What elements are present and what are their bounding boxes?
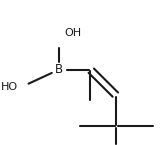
Text: B: B	[55, 63, 63, 76]
Text: HO: HO	[1, 82, 18, 92]
Text: OH: OH	[64, 28, 81, 38]
